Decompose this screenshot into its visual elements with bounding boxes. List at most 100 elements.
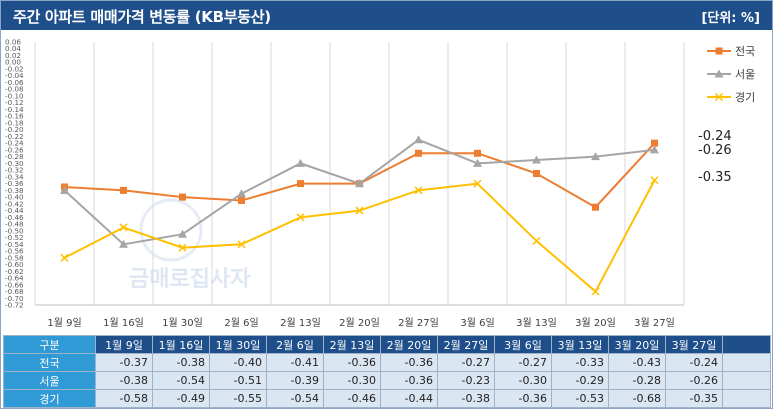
data-point [120,186,127,194]
table-cell: -0.38 [437,389,495,408]
y-tick-label: -0.32 [5,166,24,175]
table-column-header: 2월 6일 [266,335,324,354]
y-tick-label: 0.02 [5,51,21,60]
legend-marker [714,69,724,78]
y-tick-label: -0.62 [5,267,24,276]
table-column-header: 2월 13일 [323,335,381,354]
x-tick-label: 1월 16일 [103,317,144,329]
data-point [297,180,304,188]
table-cell: -0.51 [209,371,267,390]
header-bar: 주간 아파트 매매가격 변동률 (KB부동산) [단위: %] [1,1,772,30]
y-tick-label: -0.06 [5,78,24,87]
table-pad-cell [722,353,771,372]
table-cell: -0.33 [551,353,609,372]
table-column-header: 1월 9일 [95,335,153,354]
data-point [414,135,423,144]
y-tick-label: -0.16 [5,112,24,121]
y-tick-label: -0.66 [5,280,24,289]
data-point [237,189,246,198]
table-row: 전국 -0.37 -0.38 -0.40 -0.41 -0.36 -0.36 -0.27 -0.… [3,353,771,372]
data-point [60,185,69,194]
data-point [119,223,128,232]
table-row-header: 경기 [3,389,96,408]
table-cell: -0.36 [323,353,381,372]
legend-marker [714,92,724,102]
table-cell: -0.68 [608,389,666,408]
table-pad-cell [722,389,771,408]
end-value-label: -0.35 [698,170,732,185]
table-column-header: 2월 20일 [380,335,438,354]
table-cell: -0.36 [494,389,552,408]
data-point [238,196,245,204]
table-cell: -0.28 [608,371,666,390]
data-point [119,239,128,248]
table-cell: -0.39 [266,371,324,390]
table-cell: -0.55 [209,389,267,408]
data-point [533,170,540,177]
data-point [473,179,482,188]
x-tick-label: 3월 13일 [516,317,557,329]
table-cell: -0.27 [437,353,495,372]
y-tick-label: -0.52 [5,233,24,242]
table-cell: -0.30 [323,371,381,390]
table-cell: -0.58 [95,389,153,408]
x-tick-label: 2월 6일 [224,317,258,329]
table-cell: -0.30 [494,371,552,390]
table-column-header: 1월 30일 [209,335,267,354]
y-tick-label: -0.22 [5,132,24,141]
chart-title: 주간 아파트 매매가격 변동률 (KB부동산) [13,8,271,26]
table-cell: -0.27 [494,353,552,372]
y-tick-label: -0.26 [5,145,24,154]
table-column-header: 1월 16일 [152,335,210,354]
legend-marker [715,47,723,55]
y-tick-label: -0.10 [5,91,24,100]
y-tick-label: -0.30 [5,159,24,168]
table-column-header: 2월 27일 [437,335,495,354]
x-tick-label: 3월 6일 [460,317,494,329]
watermark-logo: 금매로집사자 [129,267,251,292]
y-tick-label: -0.34 [5,172,24,181]
end-value-label: -0.26 [698,143,732,158]
table-column-header: 3월 20일 [608,335,666,354]
table-column-header: 3월 13일 [551,335,609,354]
y-tick-label: -0.48 [5,220,24,229]
y-tick-label: -0.64 [5,274,24,283]
data-point [178,243,187,252]
y-tick-label: -0.20 [5,125,24,134]
table-cell: -0.37 [95,353,153,372]
y-tick-label: -0.28 [5,152,24,161]
end-value-label: -0.24 [698,129,732,144]
y-tick-label: 0.04 [5,44,21,53]
data-point [179,193,186,201]
y-tick-label: -0.56 [5,247,24,256]
y-tick-label: 0.00 [5,58,21,67]
x-tick-label: 2월 27일 [398,317,439,329]
y-tick-label: -0.68 [5,287,24,296]
data-point [650,176,659,185]
table-cell: -0.38 [95,371,153,390]
legend-label: 경기 [735,91,755,104]
x-tick-label: 3월 20일 [575,317,616,329]
data-point [473,158,482,167]
data-point [532,155,541,164]
table-cell: -0.29 [551,371,609,390]
table-cell: -0.24 [665,353,723,372]
y-tick-label: -0.04 [5,71,24,80]
table-cell: -0.41 [266,353,324,372]
data-point [355,179,364,188]
watermark-seal [139,198,203,262]
y-tick-label: -0.14 [5,105,24,114]
table-cell: -0.38 [152,353,210,372]
data-table: 구분 1월 9일 1월 16일 1월 30일 2월 6일 2월 13일 2월 20일 2월 2… [3,335,771,408]
table-row-header: 서울 [3,371,96,390]
y-tick-label: -0.72 [5,301,24,310]
y-tick-label: -0.12 [5,98,24,107]
table-cell: -0.53 [551,389,609,408]
table-cell: -0.44 [380,389,438,408]
y-tick-label: -0.24 [5,139,24,148]
table-cell: -0.35 [665,389,723,408]
x-tick-label: 1월 9일 [47,317,81,329]
y-tick-label: -0.50 [5,226,24,235]
data-point [355,206,364,215]
table-column-header: 3월 6일 [494,335,552,354]
